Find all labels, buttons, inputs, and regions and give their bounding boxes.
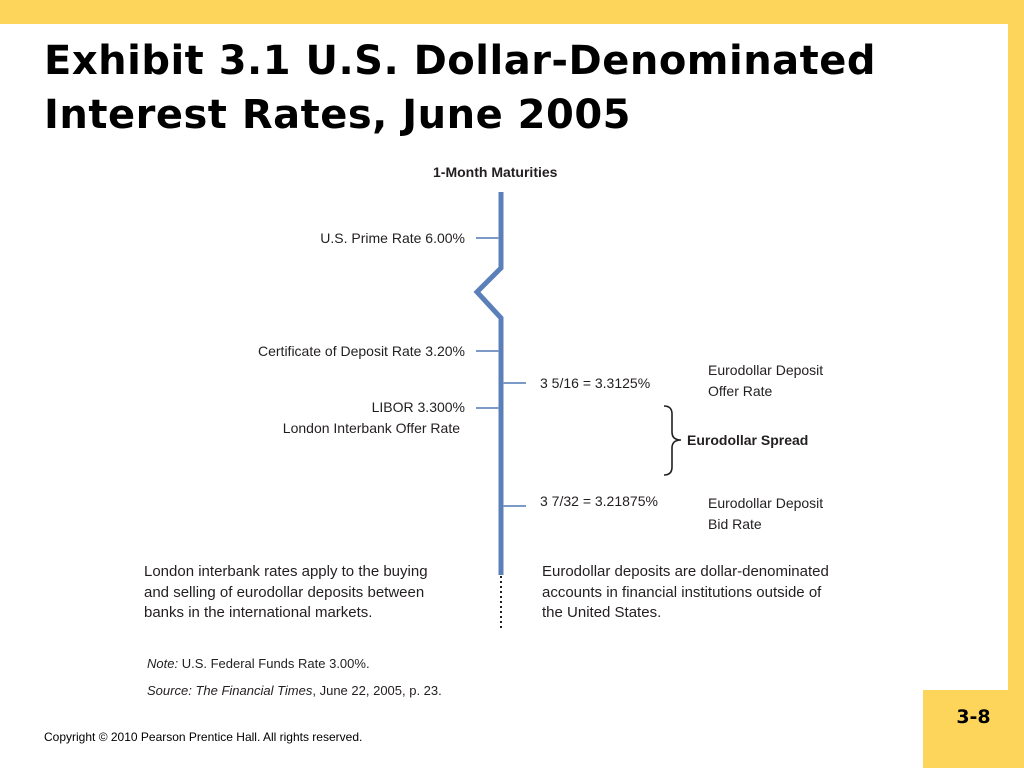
eurodollar-note-line: accounts in financial institutions outsi…	[542, 583, 822, 601]
source-note: Source: The Financial Times, June 22, 20…	[147, 683, 442, 698]
offer-rate-value: 3 5/16 = 3.3125%	[540, 375, 651, 391]
spread-brace	[663, 405, 682, 476]
source-details: , June 22, 2005, p. 23.	[312, 683, 442, 698]
bid-rate-name-line-2: Bid Rate	[708, 516, 762, 532]
slide-title: Exhibit 3.1 U.S. Dollar-Denominated Inte…	[44, 34, 1004, 142]
eurodollar-spread-label: Eurodollar Spread	[687, 432, 809, 448]
source-publication: The Financial Times	[195, 683, 313, 698]
page-number-box: 3-8	[923, 690, 1024, 768]
libor-label: LIBOR 3.300%	[371, 399, 465, 415]
london-interbank-note: London interbank rates apply to the buyi…	[144, 562, 428, 624]
eurodollar-deposits-note: Eurodollar deposits are dollar-denominat…	[542, 562, 829, 624]
right-border	[1008, 0, 1024, 690]
diagram-heading: 1-Month Maturities	[433, 164, 558, 180]
rate-axis-line	[473, 192, 504, 575]
federal-funds-note: Note: U.S. Federal Funds Rate 3.00%.	[147, 656, 370, 671]
page-number: 3-8	[956, 706, 991, 728]
top-border	[0, 0, 1024, 24]
slide-title-line-1: Exhibit 3.1 U.S. Dollar-Denominated	[44, 38, 877, 84]
note-label: Note:	[147, 656, 179, 671]
libor-full-name: London Interbank Offer Rate	[282, 420, 460, 436]
eurodollar-note-line: the United States.	[542, 604, 662, 621]
source-label: Source:	[147, 683, 192, 698]
london-note-line: banks in the international markets.	[144, 604, 373, 621]
slide-title-line-2: Interest Rates, June 2005	[44, 92, 632, 138]
copyright-notice: Copyright © 2010 Pearson Prentice Hall. …	[44, 730, 363, 744]
bid-rate-name-line-1: Eurodollar Deposit	[708, 495, 824, 511]
note-text: U.S. Federal Funds Rate 3.00%.	[178, 656, 370, 671]
london-note-line: and selling of eurodollar deposits betwe…	[144, 583, 425, 601]
eurodollar-note-line: Eurodollar deposits are dollar-denominat…	[542, 563, 829, 580]
bid-rate-value: 3 7/32 = 3.21875%	[540, 493, 658, 509]
offer-rate-name-line-1: Eurodollar Deposit	[708, 362, 824, 378]
cd-rate-label: Certificate of Deposit Rate 3.20%	[258, 343, 465, 359]
offer-rate-name-line-2: Offer Rate	[708, 383, 773, 399]
london-note-line: London interbank rates apply to the buyi…	[144, 563, 428, 580]
prime-rate-label: U.S. Prime Rate 6.00%	[320, 230, 465, 246]
